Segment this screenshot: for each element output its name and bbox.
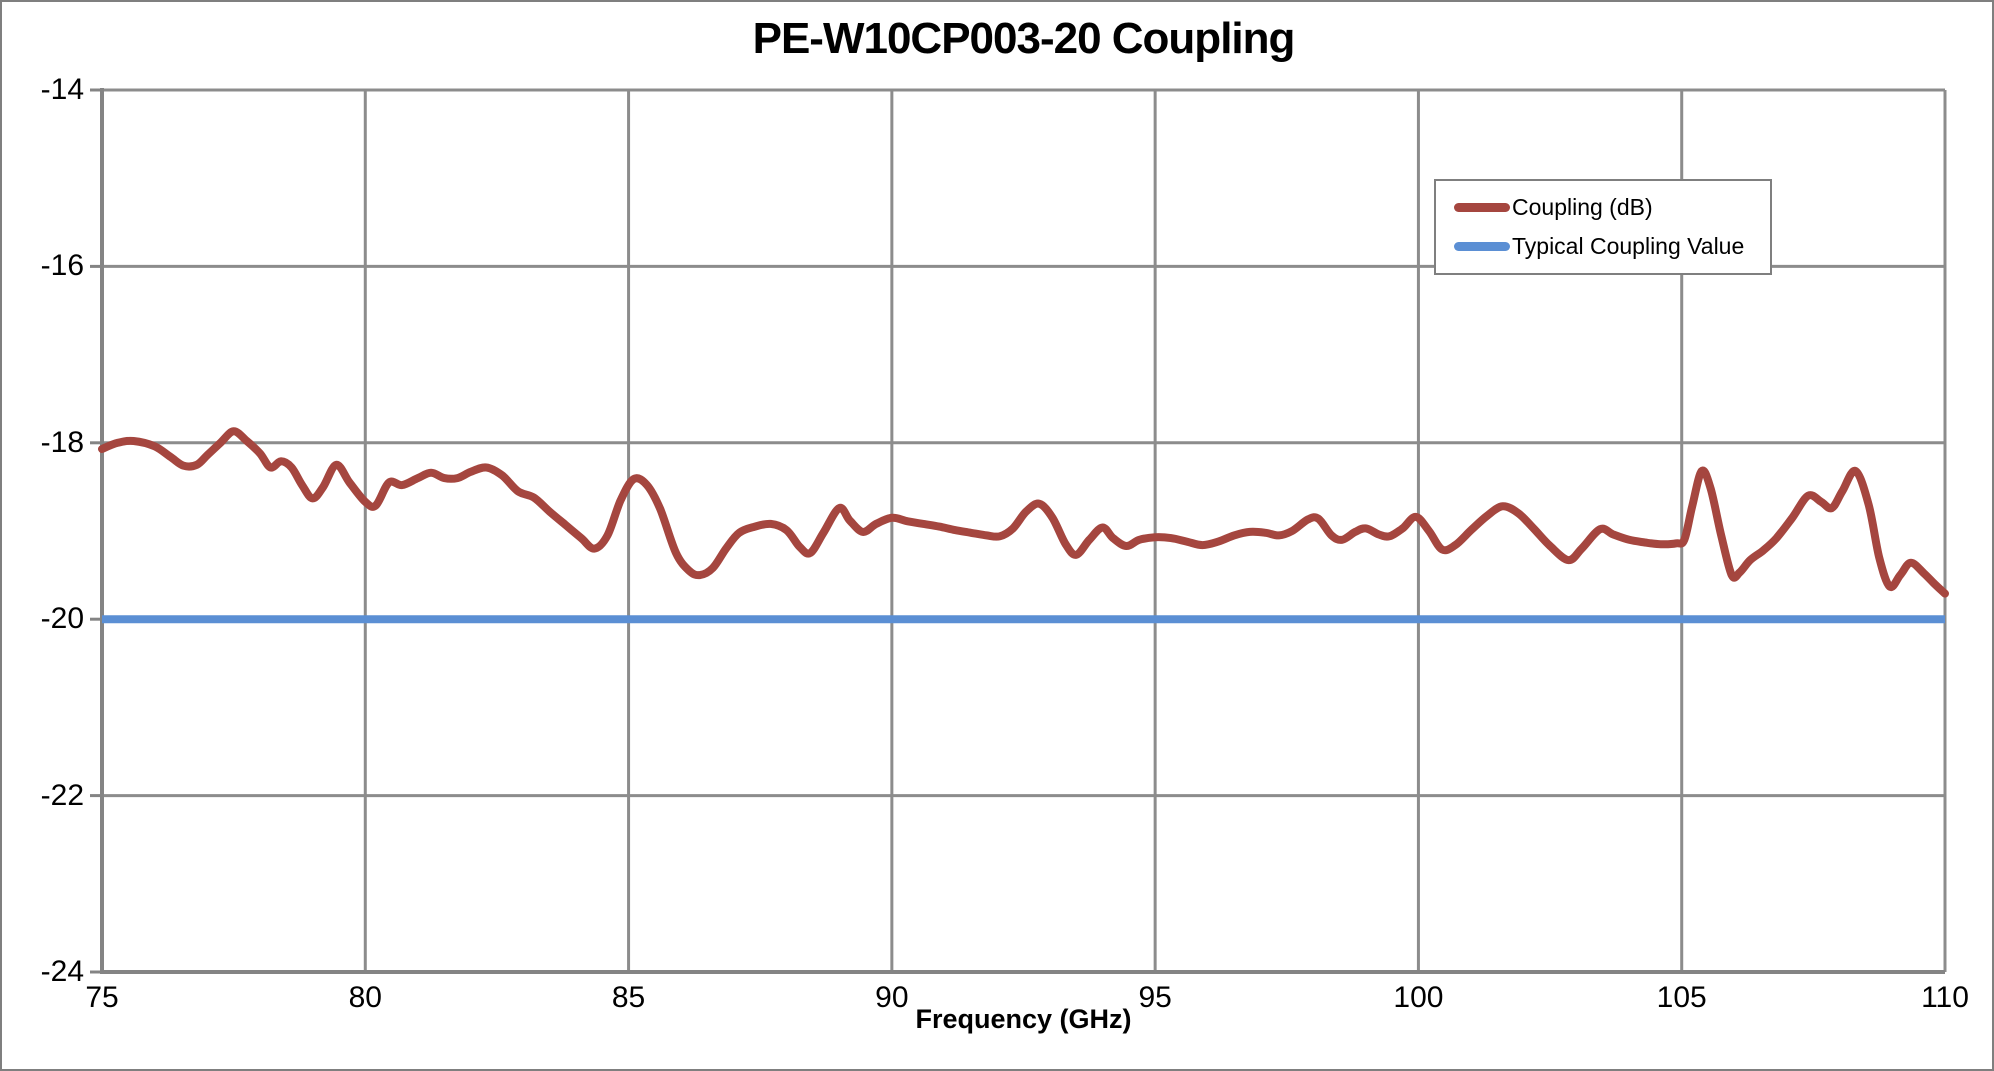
y-tick-label: -24 — [40, 955, 84, 988]
y-tick-label: -14 — [40, 73, 84, 106]
y-tick-label: -20 — [40, 602, 84, 636]
x-axis-title: Frequency (GHz) — [915, 1004, 1132, 1034]
legend-entry-coupling: Coupling (dB) — [1454, 194, 1770, 221]
x-tick-label: 100 — [1393, 981, 1444, 1014]
y-tick-label: -22 — [40, 778, 84, 812]
chart-title: PE-W10CP003-20 Coupling — [752, 14, 1296, 63]
legend-entry-typical: Typical Coupling Value — [1454, 233, 1770, 260]
x-tick-label: 95 — [1138, 981, 1172, 1014]
y-tick-label: -18 — [40, 425, 84, 459]
x-tick-label: 85 — [611, 981, 646, 1014]
x-tick-label: 110 — [1921, 981, 1969, 1014]
legend-label-coupling: Coupling (dB) — [1512, 194, 1653, 221]
typical-line-swatch-icon — [1454, 241, 1510, 251]
legend: Coupling (dB) Typical Coupling Value — [1434, 179, 1772, 275]
x-tick-label: 80 — [348, 981, 382, 1014]
x-tick-label: 90 — [875, 981, 909, 1014]
coupling-line — [98, 427, 1949, 598]
legend-label-typical: Typical Coupling Value — [1512, 232, 1745, 259]
y-tick-label: -16 — [40, 249, 84, 283]
x-tick-label: 105 — [1656, 981, 1707, 1014]
coupling-line-swatch-icon — [1454, 203, 1510, 213]
x-tick-label: 75 — [85, 981, 119, 1014]
